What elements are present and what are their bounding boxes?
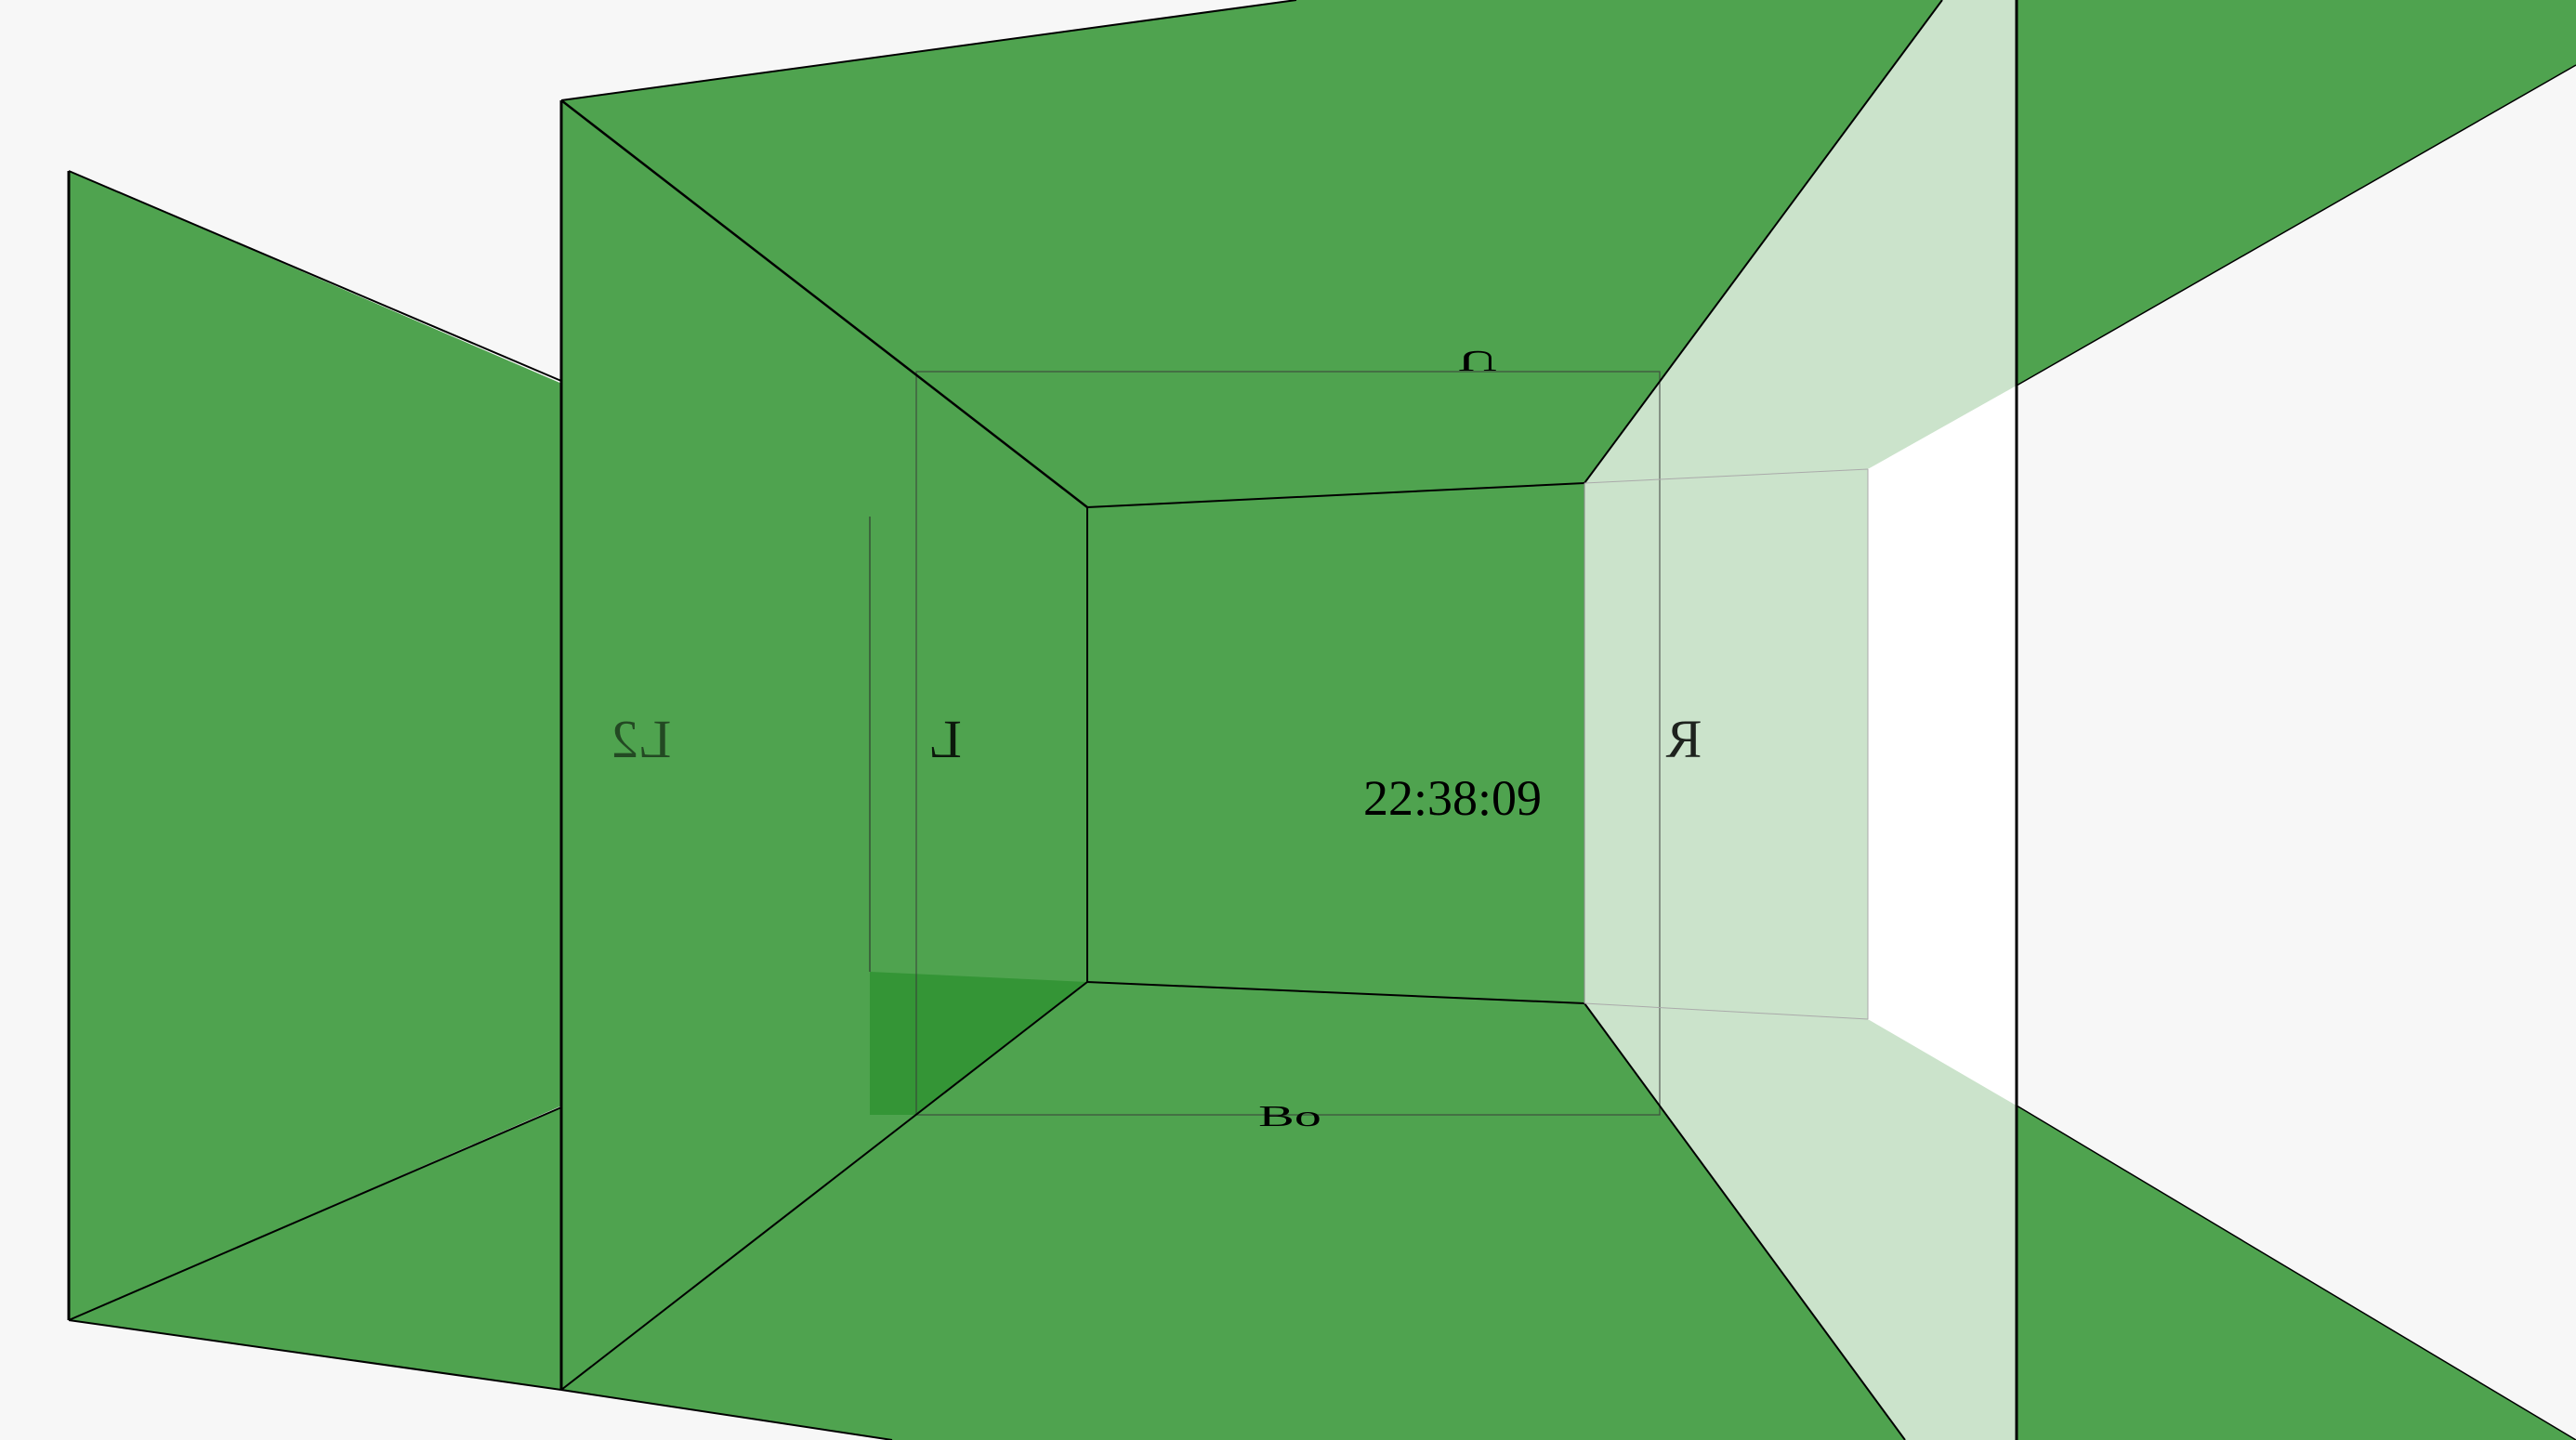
label-top: U: [1458, 345, 1497, 377]
label-left-outer: L2: [611, 709, 671, 769]
cube-edges: [67, 0, 2576, 1440]
clock-label: 22:38:09: [1363, 770, 1542, 826]
face-bottom: [561, 982, 1905, 1440]
label-left-inner-group: L: [928, 709, 961, 769]
face-bottom-left: [69, 1107, 561, 1390]
face-right-pale: [1584, 0, 2017, 1440]
label-bottom: Bo: [1258, 1100, 1321, 1132]
void-right: [1868, 386, 2017, 1106]
label-right-inner: R: [1665, 709, 1702, 769]
label-bottom-group: Bo: [1258, 1100, 1321, 1132]
floor-dark-patch: [870, 972, 1087, 1115]
face-back: [1087, 483, 1584, 1003]
inner-frame: [915, 371, 1661, 1116]
label-left-outer-group: L2: [611, 709, 671, 769]
label-right-inner-group: R: [1665, 709, 1702, 769]
label-top-group: U: [1458, 345, 1497, 377]
face-top: [561, 0, 1942, 507]
face-top-right-strip: [2017, 0, 2576, 386]
label-left-inner: L: [928, 709, 961, 769]
